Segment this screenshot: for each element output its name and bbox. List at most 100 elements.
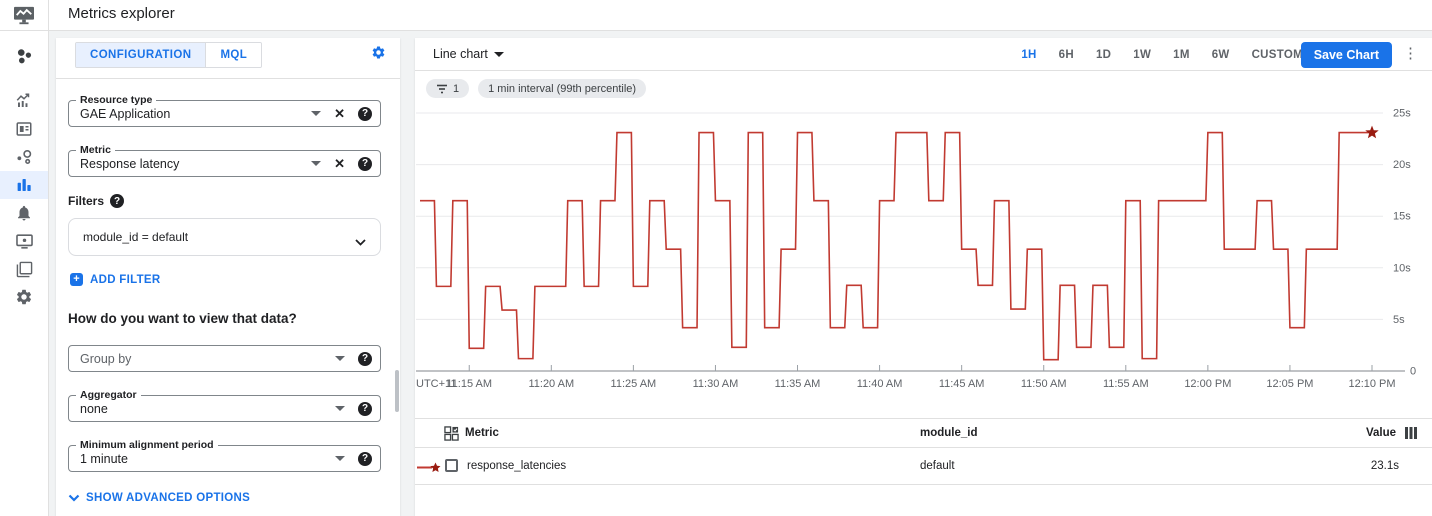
column-header-value: Value [1365,427,1396,439]
sidebar-item-settings[interactable] [0,283,48,311]
svg-text:11:55 AM: 11:55 AM [1103,378,1149,390]
resource-type-label: Resource type [76,94,157,106]
metric-value: Response latency [80,157,180,171]
dropdown-arrow-icon[interactable] [311,161,322,166]
config-body: Resource type GAE Application ✕ ? Metric… [56,79,400,516]
time-range-1m[interactable]: 1M [1173,48,1190,61]
sidebar-item-metrics[interactable] [0,87,48,115]
sidebar-item-monitoring-overview[interactable] [0,43,48,71]
metrics-explorer-icon [15,176,33,194]
sidebar-item-alerting[interactable] [0,199,48,227]
filter-chip-module-id[interactable]: module_id = default [68,218,381,256]
svg-text:11:50 AM: 11:50 AM [1021,378,1067,390]
chevron-down-icon [68,494,80,502]
tab-configuration[interactable]: CONFIGURATION [76,43,206,67]
latest-value-star-marker [1365,125,1379,139]
help-icon[interactable]: ? [110,194,125,208]
svg-text:5s: 5s [1393,314,1405,326]
more-options-icon[interactable]: ⋮ [1403,45,1418,62]
min-alignment-value: 1 minute [80,452,128,466]
configuration-panel: CONFIGURATION MQL Resource type GAE Appli… [56,38,400,516]
clear-icon[interactable]: ✕ [334,156,345,171]
dropdown-arrow-icon[interactable] [335,356,345,361]
advanced-options-label: SHOW ADVANCED OPTIONS [86,492,251,504]
filter-count-chip[interactable]: 1 [426,79,470,98]
group-by-field[interactable]: Group by ? [68,345,381,372]
time-range-6h[interactable]: 6H [1058,48,1074,61]
min-alignment-field[interactable]: Minimum alignment period 1 minute ? [68,439,381,472]
columns-icon[interactable] [1404,426,1418,445]
save-chart-button[interactable]: Save Chart [1300,42,1392,68]
clear-icon[interactable]: ✕ [334,106,345,121]
svg-text:11:20 AM: 11:20 AM [528,378,574,390]
dropdown-arrow-icon[interactable] [335,456,345,461]
alerting-icon [15,204,33,222]
settings-icon [15,288,33,306]
filter-list-icon [437,84,447,93]
config-tab-group: CONFIGURATION MQL [75,42,263,68]
filters-section-label: Filters ? [68,194,125,208]
series-metric-name: response_latencies [467,460,567,472]
svg-text:11:15 AM: 11:15 AM [446,378,492,390]
series-toggle-icon[interactable] [444,426,459,446]
time-range-1w[interactable]: 1W [1133,48,1152,61]
column-header-metric: Metric [465,427,499,439]
series-table-row: response_latencies default 23.1s [415,449,1432,485]
groups-icon [16,261,33,278]
chart-type-dropdown[interactable]: Line chart [433,47,504,61]
uptime-checks-icon [15,232,34,251]
svg-text:20s: 20s [1393,159,1411,171]
svg-text:11:40 AM: 11:40 AM [857,378,903,390]
sidebar-item-metrics-explorer[interactable] [0,171,48,199]
resource-type-value: GAE Application [80,107,171,121]
plus-icon: + [70,273,83,286]
resource-type-field[interactable]: Resource type GAE Application ✕ ? [68,94,381,127]
aggregator-field[interactable]: Aggregator none ? [68,389,381,422]
add-filter-label: ADD FILTER [90,273,161,286]
chart-header: Line chart 1H 6H 1D 1W 1M 6W CUSTOM Save Chart… [415,38,1432,71]
help-icon[interactable]: ? [358,156,372,171]
add-filter-button[interactable]: + ADD FILTER [70,273,161,286]
sidebar-item-dashboards[interactable] [0,115,48,143]
filters-label-text: Filters [68,194,105,208]
help-icon[interactable]: ? [358,451,372,466]
left-nav-rail [0,31,49,516]
time-range-1h[interactable]: 1H [1021,48,1037,61]
svg-text:11:45 AM: 11:45 AM [939,378,985,390]
dashboards-icon [15,120,33,138]
filter-count-label: 1 [453,82,460,95]
help-icon[interactable]: ? [358,351,372,366]
interval-chip-label: 1 min interval (99th percentile) [488,82,637,95]
chart-panel: Line chart 1H 6H 1D 1W 1M 6W CUSTOM Save Chart… [415,38,1432,516]
time-range-6w[interactable]: 6W [1211,48,1230,61]
tab-mql[interactable]: MQL [205,43,262,67]
sidebar-item-services[interactable] [0,143,48,171]
aggregator-label: Aggregator [76,389,141,401]
metric-field[interactable]: Metric Response latency ✕ ? [68,144,381,177]
series-checkbox[interactable] [445,459,458,472]
interval-chip[interactable]: 1 min interval (99th percentile) [478,79,647,98]
time-range-1d[interactable]: 1D [1095,48,1112,61]
chevron-down-icon[interactable] [355,233,366,251]
aggregator-value: none [80,402,108,416]
cloud-monitoring-logo [0,0,49,31]
svg-text:11:30 AM: 11:30 AM [693,378,739,390]
view-data-question: How do you want to view that data? [68,311,297,326]
svg-text:15s: 15s [1393,211,1411,223]
dropdown-arrow-icon[interactable] [311,111,322,116]
sidebar-item-uptime-checks[interactable] [0,227,48,255]
sidebar-item-groups[interactable] [0,255,48,283]
series-value: 23.1s [1370,460,1399,472]
metric-label: Metric [76,144,115,156]
help-icon[interactable]: ? [358,401,372,416]
show-advanced-options-toggle[interactable]: SHOW ADVANCED OPTIONS [68,492,250,504]
latency-line-chart[interactable]: 0 5s 10s 15s 20s 25s 11:15 AM 11:20 AM 11:25 AM 1… [415,98,1432,400]
help-icon[interactable]: ? [358,106,372,121]
time-range-custom[interactable]: CUSTOM [1251,48,1303,61]
dropdown-arrow-icon[interactable] [335,406,345,411]
config-scrollbar[interactable] [395,370,399,412]
settings-gear-icon[interactable] [371,45,386,65]
services-icon [15,148,34,167]
min-alignment-label: Minimum alignment period [76,439,218,451]
metrics-icon [15,92,33,110]
